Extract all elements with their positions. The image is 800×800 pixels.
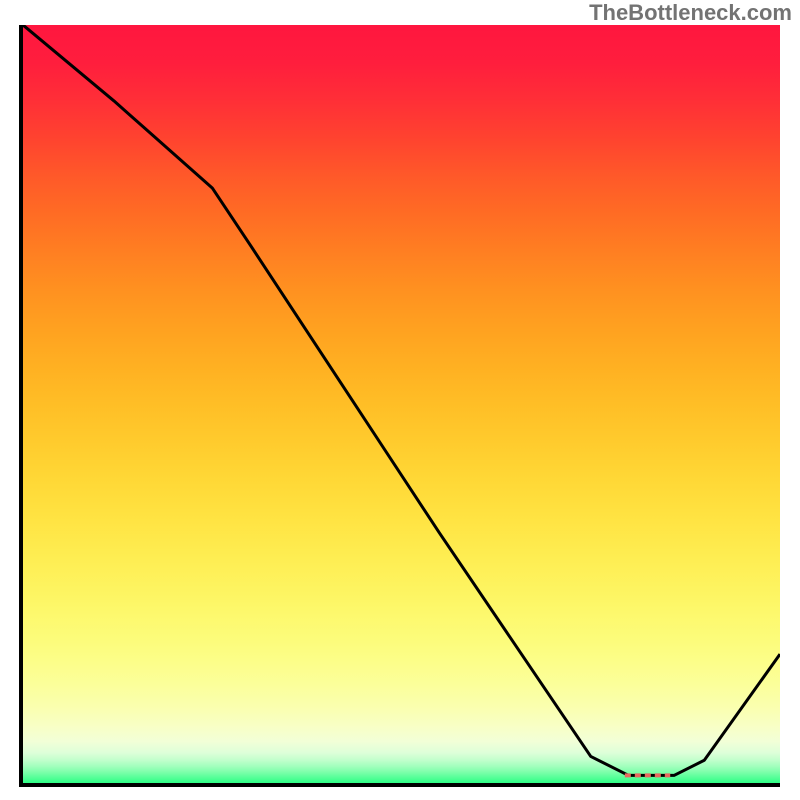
watermark-text: TheBottleneck.com [589,0,792,26]
plot-border-left [19,25,23,787]
plot-area [23,25,780,783]
plot-border-bottom [19,783,780,787]
gradient-background [23,25,780,783]
plot-svg [23,25,780,783]
chart-container: TheBottleneck.com [0,0,800,800]
